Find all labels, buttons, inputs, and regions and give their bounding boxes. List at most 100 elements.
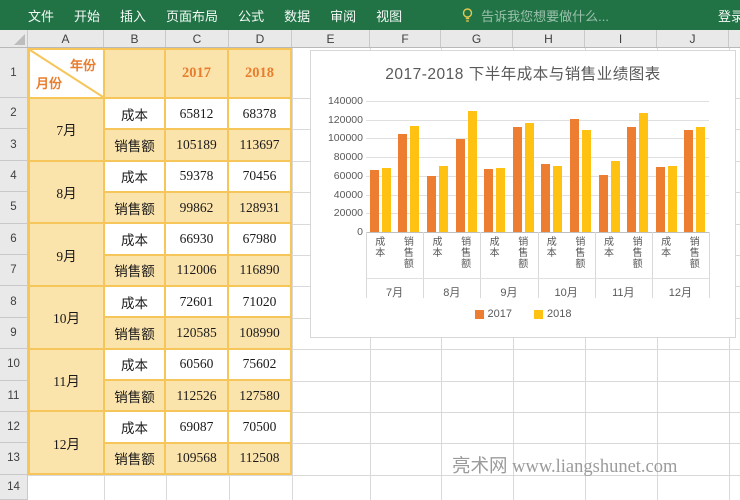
sales-label-cell[interactable]: 销售额 xyxy=(105,381,164,410)
menu-page-layout[interactable]: 页面布局 xyxy=(166,6,218,25)
chart-bar-2018[interactable] xyxy=(410,126,419,232)
chart-title[interactable]: 2017-2018 下半年成本与销售业绩图表 xyxy=(311,62,735,84)
sales-2018-cell[interactable]: 112508 xyxy=(229,444,290,473)
column-header-A[interactable]: A xyxy=(28,30,104,47)
legend-item-2018[interactable]: 2018 xyxy=(534,308,571,320)
row-header-5[interactable]: 5 xyxy=(0,192,27,223)
row-header-10[interactable]: 10 xyxy=(0,349,27,380)
cost-2017-cell[interactable]: 66930 xyxy=(166,224,227,253)
chart-bar-2018[interactable] xyxy=(496,168,505,232)
bar-chart[interactable]: 2017-2018 下半年成本与销售业绩图表 2017 2018 1400001… xyxy=(310,50,736,338)
menu-file[interactable]: 文件 xyxy=(28,6,54,25)
tell-me-search[interactable]: 告诉我您想要做什么... xyxy=(462,6,609,25)
chart-legend[interactable]: 2017 2018 xyxy=(311,308,735,320)
row-header-1[interactable]: 1 xyxy=(0,48,27,98)
chart-bar-2017[interactable] xyxy=(656,167,665,232)
chart-bar-2018[interactable] xyxy=(639,113,648,232)
sales-label-cell[interactable]: 销售额 xyxy=(105,256,164,285)
cost-label-cell[interactable]: 成本 xyxy=(105,162,164,191)
chart-bar-2018[interactable] xyxy=(382,168,391,232)
chart-bar-2018[interactable] xyxy=(696,127,705,232)
chart-bar-2017[interactable] xyxy=(484,169,493,232)
sales-label-cell[interactable]: 销售额 xyxy=(105,318,164,347)
chart-bar-2018[interactable] xyxy=(525,123,534,232)
sales-label-cell[interactable]: 销售额 xyxy=(105,130,164,159)
row-header-4[interactable]: 4 xyxy=(0,161,27,192)
column-header-C[interactable]: C xyxy=(166,30,229,47)
chart-bar-2017[interactable] xyxy=(570,119,579,232)
cost-2018-cell[interactable]: 71020 xyxy=(229,287,290,316)
sales-2018-cell[interactable]: 128931 xyxy=(229,193,290,222)
chart-bar-2017[interactable] xyxy=(599,175,608,232)
chart-bar-2017[interactable] xyxy=(427,176,436,232)
chart-bar-2018[interactable] xyxy=(668,166,677,232)
column-header-D[interactable]: D xyxy=(229,30,292,47)
cost-2017-cell[interactable]: 72601 xyxy=(166,287,227,316)
column-header-J[interactable]: J xyxy=(657,30,729,47)
chart-bar-2018[interactable] xyxy=(611,161,620,232)
chart-bar-2017[interactable] xyxy=(513,127,522,232)
cost-2017-cell[interactable]: 60560 xyxy=(166,350,227,379)
column-header-E[interactable]: E xyxy=(292,30,370,47)
chart-bar-2017[interactable] xyxy=(370,170,379,232)
chart-bar-2018[interactable] xyxy=(468,111,477,232)
row-header-2[interactable]: 2 xyxy=(0,98,27,129)
chart-bar-2017[interactable] xyxy=(398,134,407,232)
column-header-G[interactable]: G xyxy=(441,30,513,47)
row-header-13[interactable]: 13 xyxy=(0,443,27,474)
chart-bar-2017[interactable] xyxy=(541,164,550,232)
sales-2017-cell[interactable]: 109568 xyxy=(166,444,227,473)
sales-2017-cell[interactable]: 99862 xyxy=(166,193,227,222)
row-header-14[interactable]: 14 xyxy=(0,475,27,500)
chart-bar-2018[interactable] xyxy=(439,166,448,232)
column-header-H[interactable]: H xyxy=(513,30,585,47)
chart-bar-2018[interactable] xyxy=(553,166,562,233)
menu-home[interactable]: 开始 xyxy=(74,6,100,25)
cost-2018-cell[interactable]: 75602 xyxy=(229,350,290,379)
table-header-2018[interactable]: 2018 xyxy=(229,50,290,97)
row-header-11[interactable]: 11 xyxy=(0,381,27,412)
menu-insert[interactable]: 插入 xyxy=(120,6,146,25)
month-cell-11月[interactable]: 11月 xyxy=(30,350,103,411)
cost-2017-cell[interactable]: 69087 xyxy=(166,412,227,441)
legend-item-2017[interactable]: 2017 xyxy=(475,308,512,320)
sales-2018-cell[interactable]: 116890 xyxy=(229,256,290,285)
cost-2017-cell[interactable]: 65812 xyxy=(166,99,227,128)
row-header-12[interactable]: 12 xyxy=(0,412,27,443)
sales-2017-cell[interactable]: 112006 xyxy=(166,256,227,285)
cost-2018-cell[interactable]: 70456 xyxy=(229,162,290,191)
cost-label-cell[interactable]: 成本 xyxy=(105,412,164,441)
sales-label-cell[interactable]: 销售额 xyxy=(105,444,164,473)
select-all-corner[interactable] xyxy=(0,30,28,47)
month-cell-10月[interactable]: 10月 xyxy=(30,287,103,348)
menu-view[interactable]: 视图 xyxy=(376,6,402,25)
chart-bar-2017[interactable] xyxy=(627,127,636,232)
table-header-2017[interactable]: 2017 xyxy=(166,50,227,97)
column-header-B[interactable]: B xyxy=(104,30,166,47)
cost-2018-cell[interactable]: 68378 xyxy=(229,99,290,128)
menu-review[interactable]: 审阅 xyxy=(330,6,356,25)
sales-2017-cell[interactable]: 112526 xyxy=(166,381,227,410)
cost-label-cell[interactable]: 成本 xyxy=(105,99,164,128)
chart-bar-2018[interactable] xyxy=(582,130,591,232)
chart-bar-2017[interactable] xyxy=(456,139,465,232)
row-header-8[interactable]: 8 xyxy=(0,286,27,317)
sales-2018-cell[interactable]: 127580 xyxy=(229,381,290,410)
cost-2017-cell[interactable]: 59378 xyxy=(166,162,227,191)
month-cell-12月[interactable]: 12月 xyxy=(30,412,103,473)
menu-formulas[interactable]: 公式 xyxy=(238,6,264,25)
month-cell-8月[interactable]: 8月 xyxy=(30,162,103,223)
cost-label-cell[interactable]: 成本 xyxy=(105,350,164,379)
cost-label-cell[interactable]: 成本 xyxy=(105,287,164,316)
menu-data[interactable]: 数据 xyxy=(284,6,310,25)
sales-2017-cell[interactable]: 120585 xyxy=(166,318,227,347)
table-header-empty-cell[interactable] xyxy=(105,50,164,97)
month-cell-7月[interactable]: 7月 xyxy=(30,99,103,160)
column-header-F[interactable]: F xyxy=(370,30,441,47)
column-header-I[interactable]: I xyxy=(585,30,657,47)
row-header-7[interactable]: 7 xyxy=(0,255,27,286)
row-header-6[interactable]: 6 xyxy=(0,224,27,255)
cost-2018-cell[interactable]: 67980 xyxy=(229,224,290,253)
table-corner-cell[interactable]: 年份 月份 xyxy=(30,50,103,97)
sales-label-cell[interactable]: 销售额 xyxy=(105,193,164,222)
